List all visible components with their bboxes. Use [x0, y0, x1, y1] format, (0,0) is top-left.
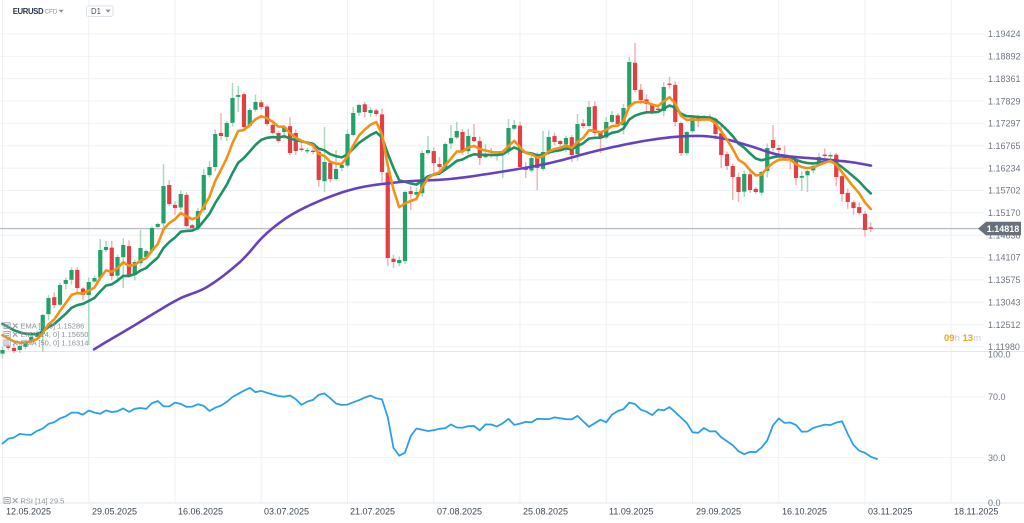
svg-text:07.08.2025: 07.08.2025: [437, 507, 482, 517]
svg-text:16.06.2025: 16.06.2025: [178, 507, 223, 517]
svg-text:0.0: 0.0: [988, 498, 1001, 508]
svg-text:03.07.2025: 03.07.2025: [264, 507, 309, 517]
svg-text:1.13043: 1.13043: [988, 297, 1021, 307]
svg-text:1.16234: 1.16234: [988, 163, 1021, 173]
svg-text:EURUSD: EURUSD: [13, 7, 44, 16]
svg-text:1.12512: 1.12512: [988, 320, 1021, 330]
svg-text:29.09.2025: 29.09.2025: [696, 507, 741, 517]
svg-text:RSI [14] 29.5: RSI [14] 29.5: [21, 496, 65, 505]
svg-text:03.11.2025: 03.11.2025: [868, 507, 912, 517]
svg-text:EMA [7, 0] 1.15286: EMA [7, 0] 1.15286: [21, 321, 85, 330]
svg-text:09h 13m: 09h 13m: [944, 333, 981, 344]
svg-text:70.0: 70.0: [988, 392, 1006, 402]
svg-text:1.16765: 1.16765: [988, 141, 1021, 151]
svg-text:1.19424: 1.19424: [988, 29, 1021, 39]
svg-text:1.11980: 1.11980: [988, 342, 1020, 352]
svg-text:1.14107: 1.14107: [988, 253, 1021, 263]
svg-text:11.09.2025: 11.09.2025: [609, 507, 653, 517]
svg-text:16.10.2025: 16.10.2025: [782, 507, 827, 517]
svg-text:1.13575: 1.13575: [988, 275, 1021, 285]
svg-text:1.17829: 1.17829: [988, 96, 1021, 106]
svg-text:EMA [50, 0] 1.16314: EMA [50, 0] 1.16314: [21, 339, 89, 348]
svg-text:1.15170: 1.15170: [988, 208, 1021, 218]
svg-text:1.15702: 1.15702: [988, 186, 1021, 196]
svg-text:25.08.2025: 25.08.2025: [523, 507, 568, 517]
svg-text:D1: D1: [91, 7, 101, 16]
svg-text:30.0: 30.0: [988, 453, 1006, 463]
svg-text:100.0: 100.0: [988, 349, 1011, 359]
svg-text:12.05.2025: 12.05.2025: [6, 507, 51, 517]
svg-text:21.07.2025: 21.07.2025: [350, 507, 395, 517]
svg-text:CFD: CFD: [45, 9, 58, 16]
svg-text:1.18892: 1.18892: [988, 52, 1021, 62]
svg-text:1.17297: 1.17297: [988, 119, 1021, 129]
svg-text:29.05.2025: 29.05.2025: [92, 507, 137, 517]
svg-text:18.11.2025: 18.11.2025: [954, 507, 998, 517]
svg-text:EMA [14, 0] 1.15650: EMA [14, 0] 1.15650: [21, 330, 89, 339]
svg-text:1.14818: 1.14818: [987, 224, 1020, 234]
svg-text:1.18361: 1.18361: [988, 74, 1021, 84]
